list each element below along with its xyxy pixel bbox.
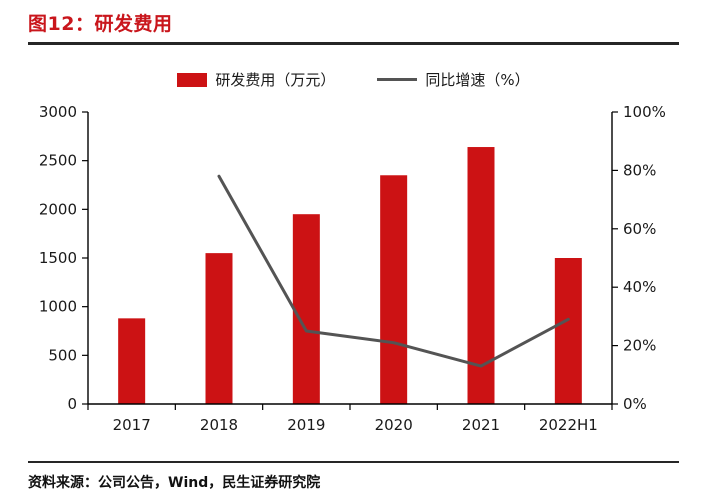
x-tick-label-2017: 2017 [113, 416, 151, 434]
figure-title: 图12：研发费用 [28, 13, 173, 35]
y-right-tick-label: 20% [623, 337, 656, 355]
legend-item-bar: 研发费用（万元） [177, 69, 335, 90]
y-left-tick-label: 0 [67, 395, 77, 413]
y-left-tick-label: 1000 [39, 298, 77, 316]
y-right-tick-label: 60% [623, 220, 656, 238]
x-tick-label-2021: 2021 [462, 416, 500, 434]
y-left-tick-label: 2500 [39, 152, 77, 170]
growth-line [217, 174, 570, 368]
y-right-tick-label: 40% [623, 278, 656, 296]
figure-header: 图12：研发费用 [0, 0, 707, 36]
bar-2022H1 [554, 258, 582, 404]
x-tick-label-2019: 2019 [287, 416, 325, 434]
y-right-tick-label: 0% [623, 395, 647, 413]
legend-line-label: 同比增速（%） [425, 71, 530, 89]
title-divider [28, 42, 679, 45]
chart-area: 0 500 1000 1500 2000 2500 3000 0% 20% 40% 60% 80% 10… [0, 92, 707, 448]
x-tick-label-2022H1: 2022H1 [539, 416, 598, 434]
y-left-tick-label: 1500 [39, 249, 77, 267]
y-left-tick-label: 2000 [39, 200, 77, 218]
y-right-tick-label: 100% [623, 103, 666, 121]
bar-2020 [380, 175, 408, 404]
legend-bar-label: 研发费用（万元） [215, 71, 336, 89]
bar-swatch-icon [177, 72, 208, 87]
bar-2018 [205, 253, 233, 404]
source-note: 资料来源：公司公告，Wind，民生证券研究院 [28, 475, 321, 491]
legend-item-line: 同比增速（%） [377, 69, 530, 90]
x-tick-label-2020: 2020 [375, 416, 413, 434]
footer-divider [28, 461, 679, 463]
y-left-tick-label: 500 [48, 346, 77, 364]
y-right-tick-label: 80% [623, 161, 656, 179]
line-swatch-icon [377, 78, 418, 81]
figure-footer: 资料来源：公司公告，Wind，民生证券研究院 [28, 461, 679, 492]
bar-2017 [118, 318, 146, 404]
combo-chart: 0 500 1000 1500 2000 2500 3000 0% 20% 40% 60% 80% 10… [39, 103, 666, 434]
y-left-tick-label: 3000 [39, 103, 77, 121]
legend: 研发费用（万元） 同比增速（%） [0, 69, 707, 90]
x-tick-label-2018: 2018 [200, 416, 238, 434]
bar-2019 [292, 214, 320, 404]
